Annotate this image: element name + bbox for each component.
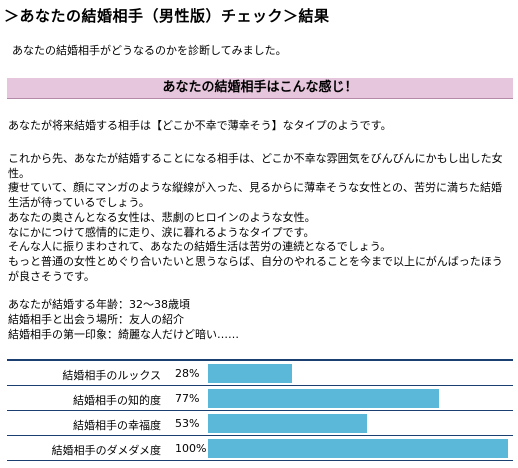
result-detail: これから先、あなたが結婚することになる相手は、どこか不幸な雰囲気をびんびんにかも…: [8, 152, 513, 284]
meter-label: 結婚相手のダメダメ度: [51, 444, 161, 457]
meter-bar: [208, 389, 439, 408]
meter-percent: 53%: [175, 417, 200, 430]
meter-label: 結婚相手の幸福度: [73, 419, 161, 432]
meter-row-looks: 結婚相手のルックス 28%: [7, 361, 513, 386]
meter-table: 結婚相手のルックス 28% 結婚相手の知的度 77% 結婚相手の幸福度 53% …: [7, 359, 513, 461]
meter-label: 結婚相手のルックス: [62, 369, 161, 382]
result-banner: あなたの結婚相手はこんな感じ！: [7, 78, 513, 99]
intro-text: あなたの結婚相手がどうなるのかを診断してみました。: [12, 44, 287, 57]
detail-line: なにかにつけて感情的に走り、涙に暮れるようなタイプです。: [8, 225, 315, 239]
detail-line: これから先、あなたが結婚することになる相手は、どこか不幸な雰囲気をびんびんにかも…: [8, 152, 503, 165]
meter-percent: 77%: [175, 392, 200, 405]
meter-bar: [208, 364, 292, 383]
fact-first-impression: 結婚相手の第一印象：綺麗な人だけど暗い……: [8, 328, 239, 341]
meter-row-happiness: 結婚相手の幸福度 53%: [7, 411, 513, 436]
page-title: ＞あなたの結婚相手（男性版）チェック＞結果: [4, 5, 514, 27]
fact-meeting-place: 結婚相手と出会う場所：友人の紹介: [8, 313, 184, 326]
result-facts: あなたが結婚する年齢：32〜38歳頃 結婚相手と出会う場所：友人の紹介 結婚相手…: [8, 297, 239, 342]
meter-label: 結婚相手の知的度: [73, 394, 161, 407]
meter-row-intelligence: 結婚相手の知的度 77%: [7, 386, 513, 411]
detail-line: 痩せていて、顔にマンガのような縦線が入った、見るからに薄幸そうな女性との、苦労に…: [8, 181, 503, 195]
detail-line: そんな人に振りまわされて、あなたの結婚生活は苦労の連続となるでしょう。: [8, 240, 392, 254]
meter-percent: 100%: [175, 442, 207, 455]
result-summary: あなたが将来結婚する相手は【どこか不幸で薄幸そう】なタイプのようです。: [8, 119, 392, 132]
detail-line: 生活が待っているでしょう。: [8, 196, 150, 210]
detail-line: が良さそうです。: [8, 269, 95, 283]
fact-age: あなたが結婚する年齢：32〜38歳頃: [8, 298, 190, 311]
meter-row-hopelessness: 結婚相手のダメダメ度 100%: [7, 436, 513, 461]
detail-line: 性。: [8, 166, 30, 180]
detail-line: あなたの奥さんとなる女性は、悲劇のヒロインのような女性。: [8, 210, 316, 224]
meter-bar: [208, 439, 508, 458]
meter-bar: [208, 414, 367, 433]
detail-line: もっと普通の女性とめぐり合いたいと思うならば、自分のやれることを今まで以上にがん…: [8, 254, 503, 268]
meter-percent: 28%: [175, 367, 200, 380]
